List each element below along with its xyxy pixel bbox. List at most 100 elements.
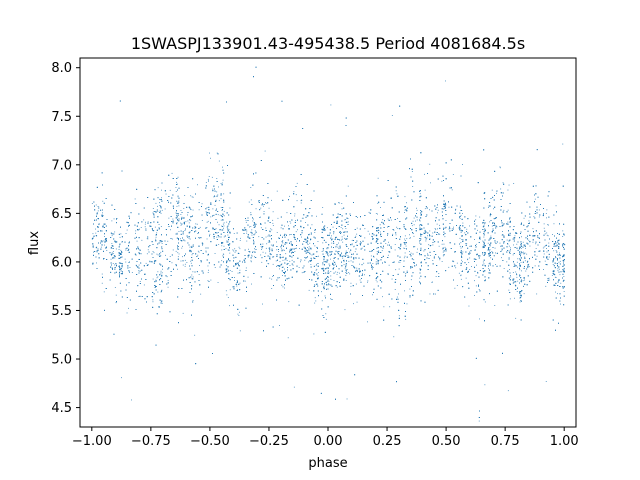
data-point: [152, 301, 154, 303]
data-point: [223, 219, 224, 221]
data-point: [353, 246, 355, 248]
data-point: [265, 203, 267, 204]
data-point: [112, 253, 114, 254]
data-point: [106, 250, 108, 251]
data-point: [306, 243, 308, 245]
data-point: [392, 233, 394, 235]
data-point: [404, 240, 406, 241]
data-point: [394, 249, 396, 251]
data-point: [487, 242, 489, 244]
data-point: [246, 232, 248, 234]
data-point: [483, 244, 485, 245]
data-point: [218, 160, 220, 162]
data-point: [339, 239, 341, 241]
data-point: [330, 278, 332, 280]
data-point: [333, 260, 334, 262]
data-point: [460, 278, 462, 280]
data-point: [317, 241, 319, 242]
data-point: [160, 251, 162, 253]
data-point: [409, 288, 411, 290]
data-point: [160, 291, 162, 293]
data-point: [247, 236, 249, 238]
data-point: [96, 246, 98, 248]
data-point: [441, 243, 443, 245]
data-point: [356, 227, 358, 229]
data-point: [289, 260, 291, 262]
data-point: [340, 232, 342, 234]
data-point: [101, 282, 103, 284]
data-point: [478, 420, 480, 422]
data-point: [341, 203, 343, 204]
data-point: [197, 250, 199, 252]
data-point: [339, 272, 340, 274]
data-point: [176, 200, 177, 202]
data-point: [512, 254, 514, 256]
data-point: [301, 272, 303, 274]
data-point: [218, 232, 219, 233]
data-point: [410, 279, 412, 281]
data-point: [161, 197, 162, 199]
data-point: [189, 238, 191, 240]
data-point: [419, 240, 420, 242]
data-point: [227, 234, 229, 236]
data-point: [189, 246, 191, 248]
data-point: [420, 228, 422, 230]
data-point: [287, 337, 289, 339]
data-point: [413, 217, 415, 219]
data-point: [342, 241, 344, 243]
data-point: [284, 259, 286, 261]
data-point: [438, 273, 440, 274]
data-point: [286, 260, 288, 261]
data-point: [144, 223, 146, 225]
data-point: [160, 212, 162, 214]
data-point: [335, 245, 337, 247]
data-point: [519, 301, 521, 303]
data-point: [388, 264, 390, 266]
data-point: [404, 248, 406, 249]
data-point: [333, 267, 335, 268]
data-point: [356, 233, 358, 235]
data-point: [119, 258, 121, 259]
data-point: [451, 228, 453, 230]
data-point: [409, 238, 411, 239]
data-point: [223, 222, 225, 224]
data-point: [221, 260, 223, 262]
data-point: [557, 270, 559, 272]
data-point: [471, 266, 472, 267]
data-point: [519, 246, 520, 248]
data-point: [184, 240, 186, 242]
data-point: [236, 262, 238, 264]
data-point: [467, 258, 469, 260]
data-point: [304, 259, 306, 261]
data-point: [187, 214, 188, 216]
data-point: [177, 196, 179, 198]
data-point: [293, 386, 295, 388]
data-point: [318, 272, 319, 273]
data-point: [341, 208, 343, 210]
data-point: [337, 246, 339, 248]
data-point: [536, 293, 538, 295]
data-point: [251, 234, 253, 236]
data-point: [430, 182, 431, 184]
data-point: [250, 199, 252, 201]
data-point: [469, 257, 471, 259]
data-point: [437, 228, 438, 230]
data-point: [461, 259, 462, 261]
data-point: [500, 188, 502, 190]
data-point: [390, 197, 391, 199]
data-point: [124, 258, 126, 260]
data-point: [345, 254, 347, 256]
data-point: [453, 226, 454, 228]
data-point: [434, 228, 436, 229]
data-point: [554, 276, 556, 278]
data-point: [404, 255, 406, 257]
data-point: [304, 257, 306, 258]
data-point: [308, 289, 310, 291]
data-point: [157, 187, 159, 189]
data-point: [404, 252, 406, 254]
data-point: [161, 302, 163, 304]
data-point: [185, 221, 187, 223]
data-point: [101, 273, 103, 275]
data-point: [267, 241, 269, 243]
data-point: [377, 177, 379, 179]
